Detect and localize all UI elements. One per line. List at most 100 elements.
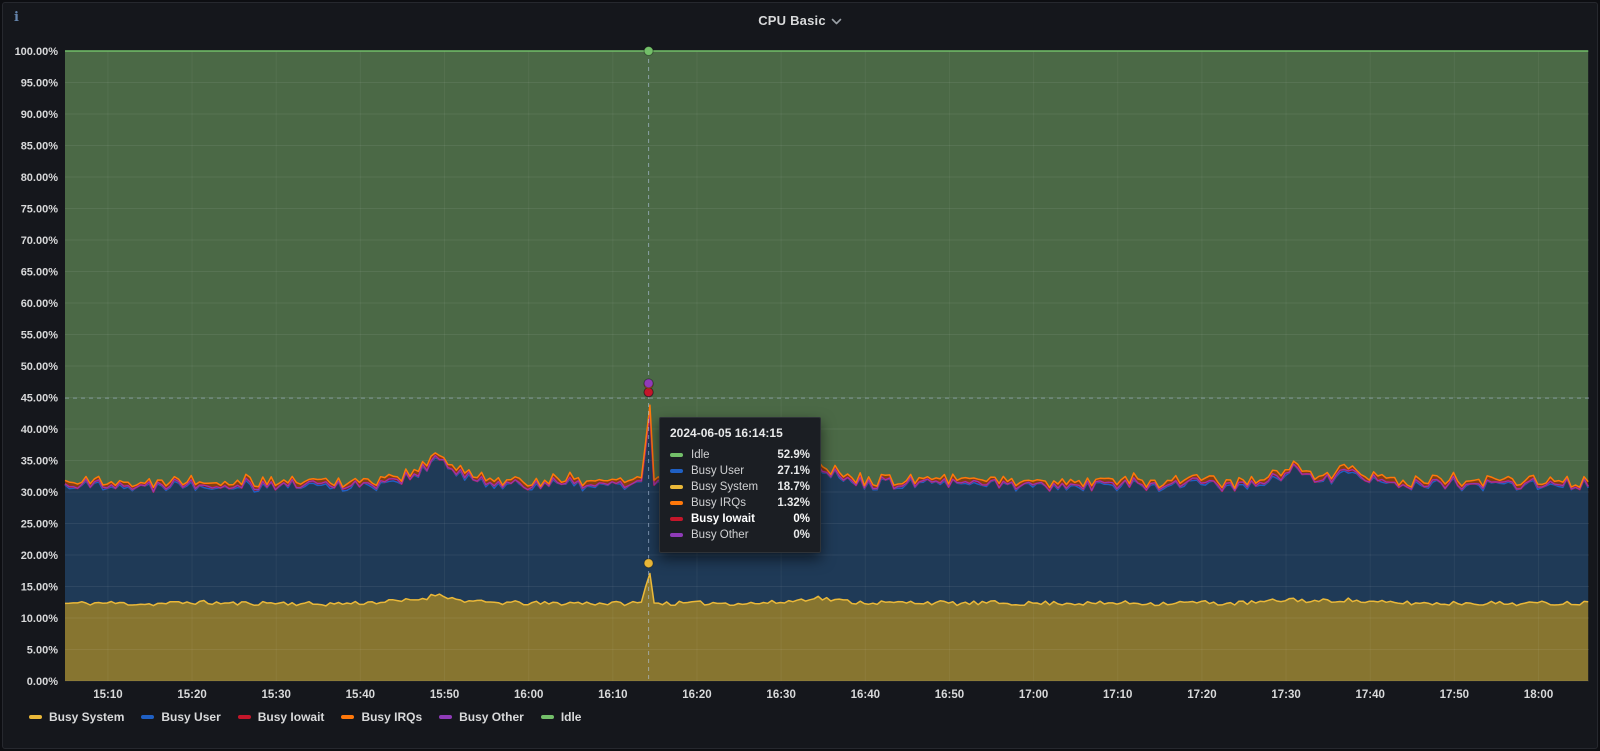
panel-title: CPU Basic xyxy=(758,12,826,28)
x-axis-label: 16:40 xyxy=(851,689,880,701)
y-axis-label: 30.00% xyxy=(21,487,59,499)
tooltip-series-value: 0% xyxy=(793,529,810,541)
series-area xyxy=(65,412,1589,606)
tooltip-series-label: Idle xyxy=(691,449,710,461)
y-axis-label: 20.00% xyxy=(21,550,59,562)
legend-label: Busy System xyxy=(49,710,125,724)
series-color-swatch xyxy=(670,469,683,473)
legend-swatch xyxy=(29,715,42,719)
chevron-down-icon xyxy=(831,18,842,24)
tooltip-series-label: Busy User xyxy=(691,465,745,477)
legend-swatch xyxy=(341,715,355,719)
y-axis-label: 60.00% xyxy=(21,298,59,310)
legend-item-idle[interactable]: Idle xyxy=(540,710,582,724)
hover-point xyxy=(643,46,654,56)
legend-item-busy-user[interactable]: Busy User xyxy=(141,710,221,724)
series-color-swatch xyxy=(670,501,683,505)
cpu-usage-chart[interactable]: 0.00% 5.00% 10.00% 15.00% 20.00% 25.00% 30.00%… xyxy=(3,3,1598,749)
tooltip-rows: Idle 52.9% Busy User 27.1% Busy System 18.7% B… xyxy=(670,447,810,543)
legend-item-busy-other[interactable]: Busy Other xyxy=(439,710,524,724)
legend-item-busy-irqs[interactable]: Busy IRQs xyxy=(341,710,422,724)
legend-label: Idle xyxy=(560,710,582,724)
y-axis-label: 45.00% xyxy=(21,393,59,405)
legend-label: Busy Iowait xyxy=(257,710,325,724)
grid xyxy=(65,50,1589,682)
x-axis-label: 16:50 xyxy=(935,689,964,701)
y-axis-label: 25.00% xyxy=(21,519,59,531)
series-color-swatch xyxy=(670,453,683,457)
x-axis-label: 15:20 xyxy=(177,689,206,701)
series-color-swatch xyxy=(670,485,683,489)
y-axis-label: 35.00% xyxy=(21,456,59,468)
y-axis-label: 10.00% xyxy=(21,613,59,625)
tooltip-series-value: 52.9% xyxy=(777,449,810,461)
legend-item-busy-system[interactable]: Busy System xyxy=(29,710,124,724)
tooltip-row: Busy System 18.7% xyxy=(670,479,810,495)
x-axis-label: 17:00 xyxy=(1019,689,1048,701)
y-axis-label: 85.00% xyxy=(21,141,59,153)
tooltip-row: Busy Other 0% xyxy=(670,527,810,543)
tooltip-row: Busy IRQs 1.32% xyxy=(670,495,810,511)
y-axis-label: 70.00% xyxy=(21,235,59,247)
tooltip-series-value: 1.32% xyxy=(777,497,810,509)
tooltip-series-value: 27.1% xyxy=(777,465,810,477)
y-axis-label: 5.00% xyxy=(27,645,58,657)
x-axis-label: 15:10 xyxy=(93,689,122,701)
y-axis-label: 65.00% xyxy=(21,267,59,279)
chart-lines xyxy=(64,50,1590,607)
axes: 0.00% 5.00% 10.00% 15.00% 20.00% 25.00% 30.00%… xyxy=(15,46,1554,701)
tooltip-series-label: Busy System xyxy=(691,481,759,493)
legend-item-busy-iowait[interactable]: Busy Iowait xyxy=(237,710,325,724)
x-axis-label: 17:20 xyxy=(1187,689,1216,701)
y-axis-label: 95.00% xyxy=(21,78,59,90)
tooltip-row: Idle 52.9% xyxy=(670,447,810,463)
x-axis-label: 16:30 xyxy=(766,689,795,701)
series-color-swatch xyxy=(670,517,683,521)
tooltip-series-value: 0% xyxy=(793,513,810,525)
x-axis-label: 16:10 xyxy=(598,689,627,701)
y-axis-label: 55.00% xyxy=(21,330,59,342)
series-color-swatch xyxy=(670,533,683,537)
y-axis-label: 100.00% xyxy=(15,46,59,58)
y-axis-label: 80.00% xyxy=(21,172,59,184)
y-axis-label: 40.00% xyxy=(21,424,59,436)
y-axis-label: 0.00% xyxy=(27,676,58,688)
x-axis-label: 16:00 xyxy=(514,689,543,701)
x-axis-label: 15:50 xyxy=(430,689,459,701)
y-axis-label: 75.00% xyxy=(21,204,59,216)
y-axis-label: 50.00% xyxy=(21,361,59,373)
tooltip-row: Busy User 27.1% xyxy=(670,463,810,479)
legend-swatch xyxy=(540,715,554,719)
legend-label: Busy Other xyxy=(459,710,524,724)
chart-legend: Busy System Busy User Busy Iowait Busy IRQs… xyxy=(29,710,581,724)
x-axis-label: 17:30 xyxy=(1271,689,1300,701)
x-axis-label: 17:50 xyxy=(1440,689,1469,701)
legend-swatch xyxy=(237,715,251,719)
series-area xyxy=(65,573,1589,681)
series-area xyxy=(65,51,1589,489)
chart-areas xyxy=(65,51,1589,681)
series-line xyxy=(64,404,1589,490)
x-axis-label: 17:40 xyxy=(1355,689,1384,701)
x-axis-label: 15:40 xyxy=(346,689,375,701)
hover-point xyxy=(643,558,654,569)
panel-header[interactable]: CPU Basic xyxy=(3,3,1597,37)
chart-tooltip: 2024-06-05 16:14:15 Idle 52.9% Busy User 27… xyxy=(659,417,821,553)
legend-label: Busy IRQs xyxy=(361,710,423,724)
y-axis-label: 90.00% xyxy=(21,109,59,121)
x-axis-label: 16:20 xyxy=(682,689,711,701)
tooltip-timestamp: 2024-06-05 16:14:15 xyxy=(670,426,783,440)
legend-swatch xyxy=(439,715,453,719)
tooltip-series-label: Busy IRQs xyxy=(691,497,746,509)
legend-label: Busy User xyxy=(161,710,221,724)
x-axis-label: 18:00 xyxy=(1524,689,1553,701)
tooltip-series-label: Busy Iowait xyxy=(691,513,755,525)
tooltip-row: Busy Iowait 0% xyxy=(670,511,810,527)
x-axis-label: 17:10 xyxy=(1103,689,1132,701)
panel-info-icon[interactable]: i xyxy=(14,10,19,25)
hover-point xyxy=(643,378,654,389)
tooltip-series-value: 18.7% xyxy=(777,481,810,493)
series-line xyxy=(64,572,1589,607)
series-line xyxy=(64,411,1589,493)
